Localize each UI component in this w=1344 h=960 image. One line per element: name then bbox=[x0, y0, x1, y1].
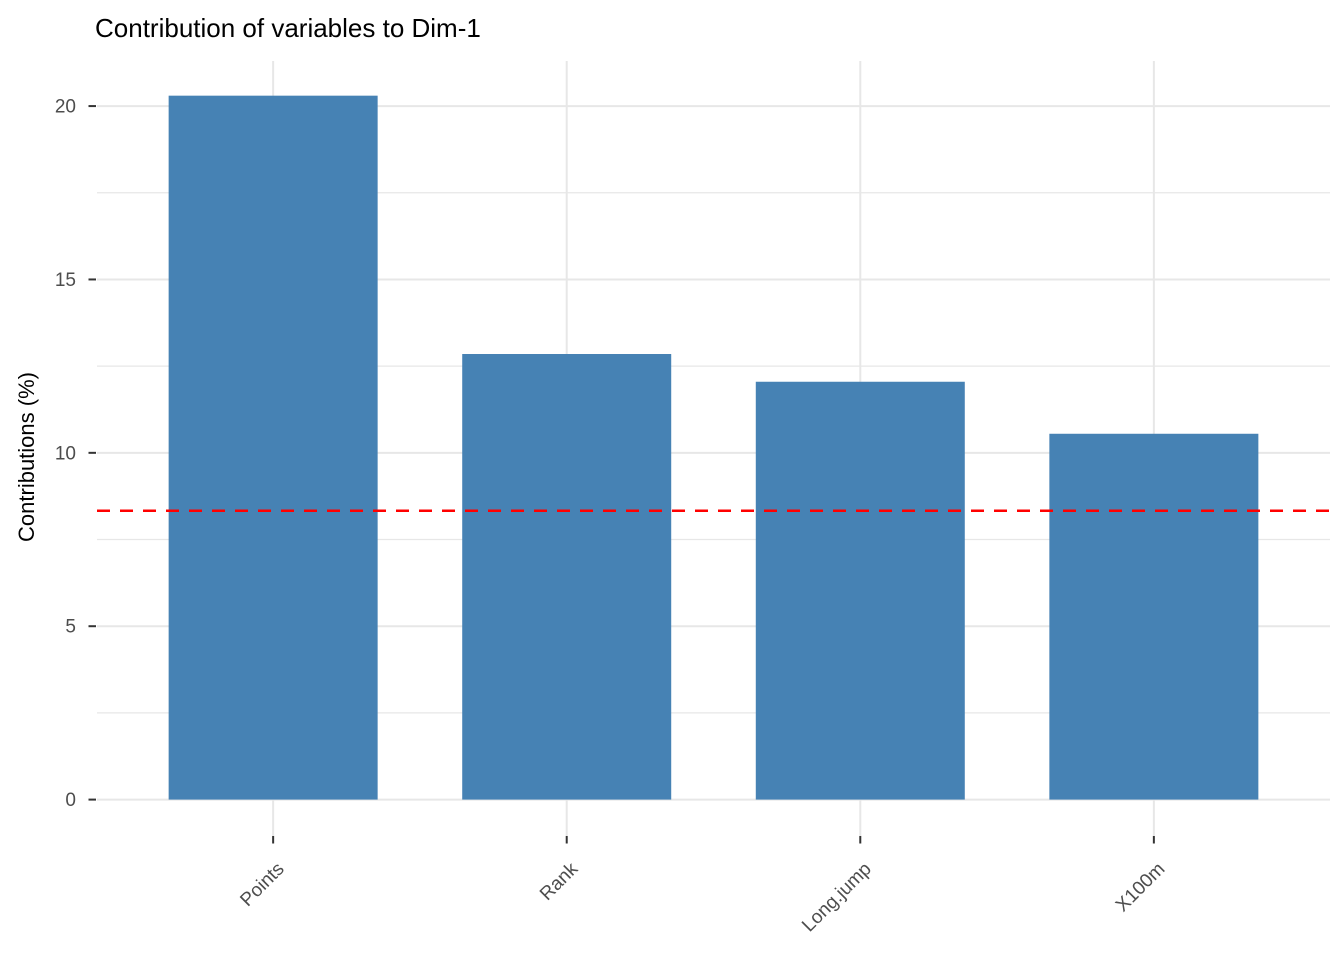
x-category-label-long-jump: Long.jump bbox=[798, 859, 876, 937]
y-tick-label: 10 bbox=[55, 443, 76, 464]
y-axis-title: Contributions (%) bbox=[14, 372, 39, 542]
y-tick-label: 0 bbox=[65, 790, 76, 811]
x-category-label-points: Points bbox=[236, 859, 288, 911]
bar-rank bbox=[462, 354, 672, 800]
bar-x100m bbox=[1049, 433, 1259, 800]
bar-long-jump bbox=[755, 381, 965, 800]
y-tick-label: 15 bbox=[55, 270, 76, 291]
y-tick-label: 20 bbox=[55, 97, 76, 118]
y-tick-label: 5 bbox=[65, 617, 76, 638]
chart-title: Contribution of variables to Dim-1 bbox=[95, 13, 481, 43]
bar-points bbox=[168, 95, 378, 800]
x-category-label-rank: Rank bbox=[536, 858, 583, 905]
x-category-label-x100m: X100m bbox=[1112, 859, 1169, 916]
